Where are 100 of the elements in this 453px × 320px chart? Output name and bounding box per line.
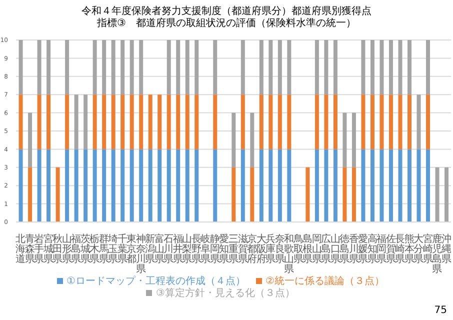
x-tick-label: 石川県 [164,234,174,265]
bar [213,40,218,95]
bar [259,149,264,222]
bar [408,149,412,222]
bar [130,94,134,150]
bar [250,112,254,168]
bar [278,94,282,150]
bar [324,94,328,150]
bar [232,112,236,168]
x-tick-label: 香川県 [348,233,359,265]
bar [194,94,199,150]
bar [287,149,292,222]
bar [92,40,97,95]
x-tick-label: 広島県 [321,233,332,265]
bar [259,40,264,95]
x-tick-label: 茨城県 [79,233,90,265]
x-tick-label: 大分県 [414,233,424,265]
x-tick-label: 埼玉県 [107,233,118,265]
x-tick-label: 岐阜県 [200,233,211,265]
legend-label: ③算定方針・見える化（３点） [156,288,295,299]
bar [380,40,384,95]
bar [342,112,347,168]
bar [74,149,78,222]
x-tick-label: 佐賀県 [386,234,396,265]
x-tick-label: 宮城県 [42,233,54,265]
x-tick-label: 福島県 [71,233,82,265]
x-tick-label: 岩手県 [34,233,44,265]
bar [46,94,51,150]
bar [388,94,393,150]
bar [120,94,125,150]
bar [92,94,97,150]
bar [333,40,338,95]
bar [398,149,402,222]
x-tick-label: 宮崎県 [422,233,433,265]
bar [139,40,144,95]
bar [370,149,374,222]
bar [166,40,171,95]
bar [37,149,42,222]
x-tick-label: 北海道 [16,233,26,265]
bar [176,149,180,222]
x-tick-label: 愛知県 [219,233,230,265]
x-tick-label: 山形県 [62,233,72,265]
bar [120,40,125,95]
bar [416,149,421,222]
bar [444,167,449,222]
bar [84,149,88,222]
bar [28,167,32,222]
bar [130,40,134,95]
legend-label: ②統一に係る議論（３点） [266,276,384,287]
bar [37,94,42,150]
bar [278,149,282,222]
x-tick-label: 三重県 [228,234,238,265]
bar [139,94,144,150]
bar [278,40,282,95]
bar [158,149,162,222]
bar [333,149,338,222]
bar [65,94,70,150]
bar [18,40,23,95]
x-tick-label: 神奈川県 [136,233,146,275]
bar [46,149,51,222]
bar [213,94,218,150]
bar [352,112,356,168]
bar [314,94,319,150]
bar [185,149,190,222]
bar [268,40,273,95]
bar [102,40,106,95]
x-tick-label: 千葉県 [117,233,128,265]
bar [46,40,51,95]
bar [388,40,393,95]
x-tick-label: 滋賀県 [238,233,248,265]
bar [194,149,199,222]
bar [65,149,70,222]
legend-label: ①ロードマップ・工程表の作成（４点） [66,276,246,287]
x-tick-label: 東京都 [126,233,137,265]
bar [139,149,144,222]
bar [380,149,384,222]
bar [84,94,88,150]
bar [56,167,60,222]
bar [426,149,430,222]
x-tick-label: 長野県 [191,234,202,265]
x-tick-label: 大阪府 [256,233,266,265]
x-tick-label: 富山県 [154,233,164,265]
bar [259,94,264,150]
bar [111,40,116,95]
bar [176,94,180,150]
bar [426,94,430,150]
chart-subtitle: 指標③ 都道府県の取組状況の評価（保険料水準の統一） [96,18,357,30]
x-tick-label: 栃木県 [90,233,100,265]
bar [370,40,374,95]
bar [148,94,152,150]
x-tick-label: 群馬県 [98,233,109,265]
bar [398,94,402,150]
bar [287,40,292,95]
x-tick-label: 長崎県 [395,234,406,265]
x-tick-label: 岡山県 [312,234,322,265]
bar [18,149,23,222]
bar [361,94,366,150]
bar [370,94,374,150]
bar [194,40,199,95]
x-tick-label: 山口県 [330,233,340,265]
